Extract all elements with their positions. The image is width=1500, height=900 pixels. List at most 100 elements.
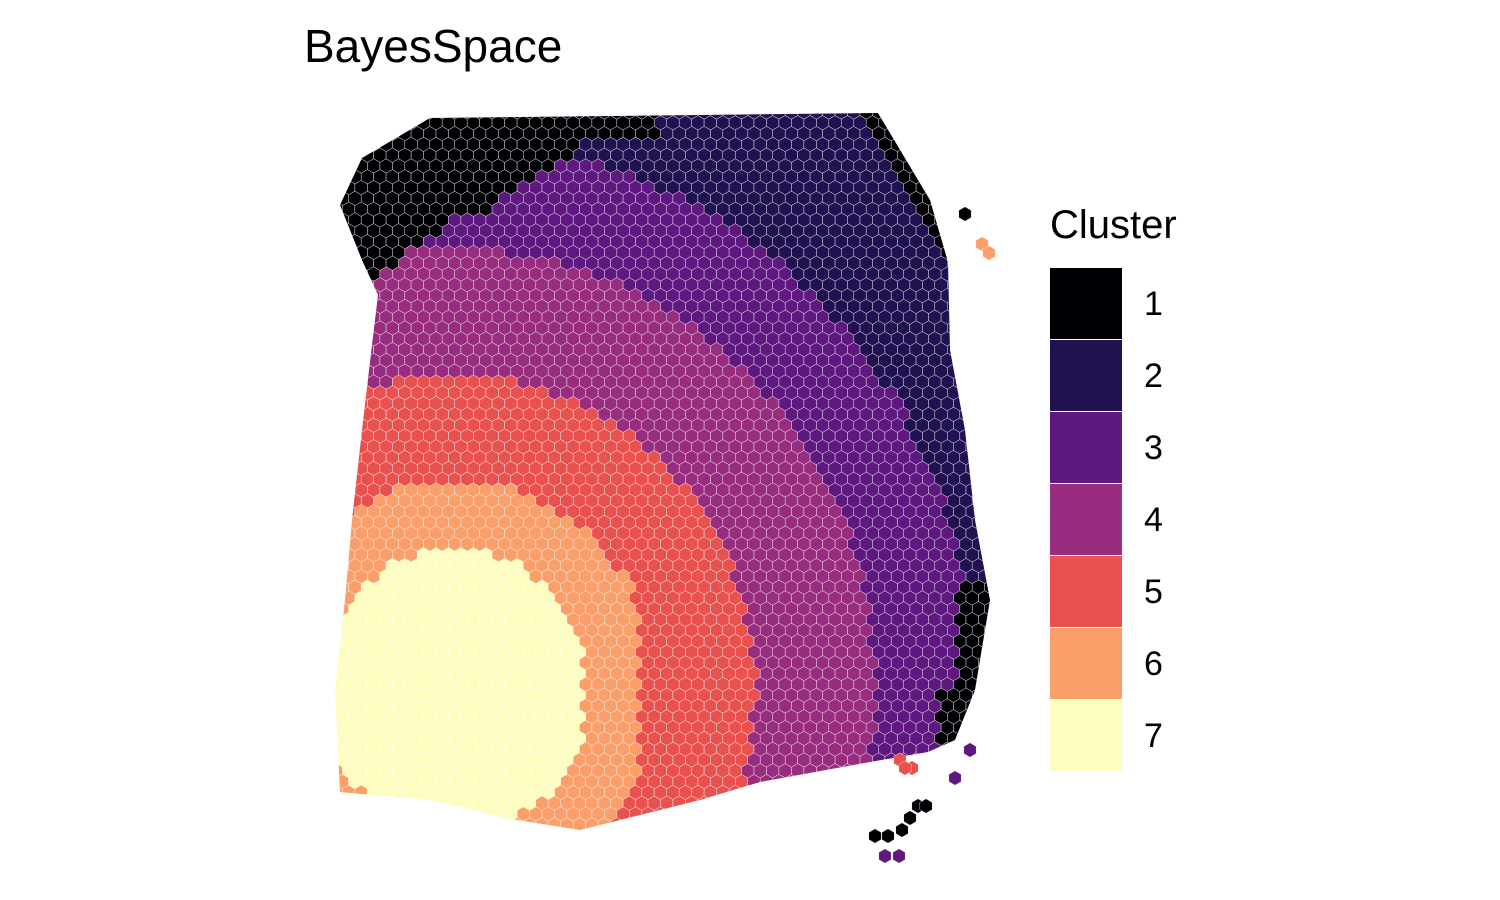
spot-cluster-1 xyxy=(398,113,412,120)
spot-cluster-7 xyxy=(485,817,499,830)
spot-cluster-1 xyxy=(991,699,1003,713)
spot-cluster-3 xyxy=(915,784,929,800)
spot-cluster-1 xyxy=(367,115,381,131)
spot-cluster-1 xyxy=(934,774,948,790)
spot-cluster-6 xyxy=(404,828,418,830)
legend-item-3: 3 xyxy=(1050,412,1177,484)
spot-cluster-1 xyxy=(984,190,990,206)
spot-cluster-5 xyxy=(335,482,343,498)
spot-cluster-7 xyxy=(373,795,387,811)
spot-cluster-1 xyxy=(991,137,1003,151)
legend: Cluster 1 2 3 4 5 6 7 xyxy=(1050,200,1177,772)
spot-cluster-4 xyxy=(335,385,337,401)
spot-cluster-5 xyxy=(722,795,736,811)
spot-cluster-4 xyxy=(803,828,817,830)
spot-cluster-6 xyxy=(367,806,381,822)
spot-cluster-4 xyxy=(716,828,730,830)
spot-cluster-2 xyxy=(991,396,1003,410)
spot-cluster-4 xyxy=(841,784,854,800)
spot-cluster-1 xyxy=(965,266,979,282)
spot-cluster-5 xyxy=(335,460,343,476)
spot-cluster-1 xyxy=(336,234,349,250)
spot-cluster-6 xyxy=(392,828,405,830)
spot-cluster-3 xyxy=(866,763,879,779)
spot-cluster-2 xyxy=(953,331,967,347)
spot-cluster-1 xyxy=(348,255,362,271)
spot-cluster-3 xyxy=(891,784,904,800)
spot-cluster-7 xyxy=(335,709,337,725)
spot-cluster-3 xyxy=(872,774,886,790)
legend-label-6: 6 xyxy=(1144,644,1163,683)
spot-cluster-3 xyxy=(897,774,911,790)
spot-cluster-3 xyxy=(928,784,942,800)
legend-item-6: 6 xyxy=(1050,628,1177,700)
spot-cluster-1 xyxy=(972,169,985,185)
spot-cluster-6 xyxy=(335,774,337,790)
legend-item-2: 2 xyxy=(1050,340,1177,412)
legend-label-1: 1 xyxy=(1144,284,1163,323)
spot-cluster-1 xyxy=(915,136,929,152)
spot-cluster-1 xyxy=(991,288,1003,302)
spot-cluster-6 xyxy=(566,828,580,830)
spot-cluster-1 xyxy=(972,190,985,206)
spot-cluster-4 xyxy=(335,342,337,358)
spot-cluster-4 xyxy=(735,817,748,830)
legend-key-7 xyxy=(1050,700,1122,772)
spot-cluster-5 xyxy=(710,795,723,811)
spot-cluster-4 xyxy=(816,828,829,830)
spot-cluster-6 xyxy=(361,795,374,811)
spot-cluster-4 xyxy=(778,828,792,830)
spot-cluster-2 xyxy=(959,342,973,358)
spot-cluster-3 xyxy=(897,795,911,811)
legend-key-1 xyxy=(1050,268,1122,340)
spot-cluster-2 xyxy=(978,504,990,520)
spot-cluster-4 xyxy=(853,784,867,800)
spot-cluster-2 xyxy=(978,396,990,412)
spot-cluster-3 xyxy=(878,848,892,864)
spot-cluster-4 xyxy=(354,374,368,390)
spot-cluster-6 xyxy=(361,817,374,830)
spot-cluster-1 xyxy=(354,136,368,152)
spot-cluster-6 xyxy=(529,828,543,830)
spot-cluster-4 xyxy=(342,352,356,368)
spot-cluster-2 xyxy=(991,332,1003,346)
spot-cluster-1 xyxy=(335,147,337,163)
spot-cluster-4 xyxy=(747,795,761,811)
spot-cluster-1 xyxy=(335,136,343,152)
spot-cluster-1 xyxy=(984,730,990,746)
spot-cluster-6 xyxy=(335,579,337,595)
spot-cluster-5 xyxy=(666,806,680,822)
spot-cluster-4 xyxy=(335,374,343,390)
spot-cluster-2 xyxy=(947,277,960,293)
spot-cluster-2 xyxy=(978,374,990,390)
spot-cluster-5 xyxy=(335,417,343,433)
spot-cluster-1 xyxy=(335,169,337,185)
spot-cluster-6 xyxy=(417,828,430,830)
spot-cluster-1 xyxy=(953,806,967,822)
spot-cluster-2 xyxy=(984,385,990,401)
spot-cluster-5 xyxy=(348,406,362,422)
spot-cluster-1 xyxy=(978,763,990,779)
spot-cluster-2 xyxy=(953,352,967,368)
spot-cluster-1 xyxy=(984,298,990,314)
spot-cluster-1 xyxy=(947,147,960,163)
spot-cluster-5 xyxy=(336,471,349,487)
spot-cluster-7 xyxy=(435,817,449,830)
spot-cluster-1 xyxy=(978,266,990,282)
spot-cluster-1 xyxy=(959,113,973,120)
spot-cluster-2 xyxy=(984,428,990,444)
spot-cluster-1 xyxy=(972,817,985,830)
spot-cluster-6 xyxy=(342,828,356,830)
spot-cluster-1 xyxy=(928,115,942,131)
spot-cluster-3 xyxy=(866,784,879,800)
spot-cluster-2 xyxy=(959,385,973,401)
spot-cluster-1 xyxy=(984,622,990,638)
spot-cluster-1 xyxy=(959,277,973,293)
spot-cluster-1 xyxy=(940,784,954,800)
spot-cluster-1 xyxy=(978,784,990,800)
spot-cluster-5 xyxy=(335,514,337,530)
spot-cluster-4 xyxy=(772,817,786,830)
spot-cluster-5 xyxy=(647,817,661,830)
spot-cluster-5 xyxy=(679,806,692,822)
spot-cluster-7 xyxy=(385,795,399,811)
